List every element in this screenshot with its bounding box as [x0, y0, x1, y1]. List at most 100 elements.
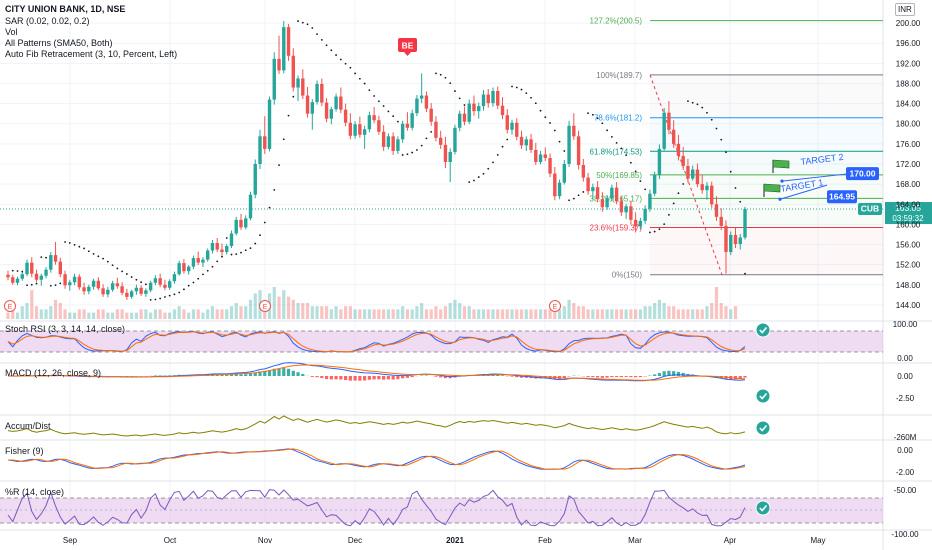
volume-bar: [286, 296, 291, 319]
volume-bar: [591, 309, 595, 319]
sar-dot: [416, 149, 418, 151]
volume-bar: [158, 309, 162, 319]
pane-tick-label: 0.00: [897, 372, 913, 381]
candle-body: [472, 103, 476, 112]
volume-bar: [662, 303, 666, 319]
volume-bar: [410, 309, 414, 319]
fib-zone: [650, 74, 883, 118]
indicator-patterns-label[interactable]: All Patterns (SMA50, Both): [5, 38, 113, 48]
sar-dot: [658, 228, 661, 231]
fib-level-label: 127.2%(200.5): [590, 17, 643, 26]
volume-bar: [667, 306, 671, 319]
sar-dot: [653, 230, 656, 233]
pane-tick-label: -100.00: [891, 530, 919, 539]
target1-arrow-line: [779, 184, 828, 200]
sar-dot: [259, 234, 261, 237]
macd-histogram-bar: [410, 376, 414, 378]
candle-body: [410, 113, 414, 128]
check-circle-icon: [755, 388, 771, 404]
sar-dot: [278, 164, 280, 167]
sar-dot: [382, 105, 385, 107]
sar-dot: [615, 141, 618, 144]
sar-dot: [606, 129, 609, 132]
currency-badge[interactable]: INR: [895, 3, 915, 16]
volume-bar: [515, 309, 519, 319]
candle-body: [553, 173, 557, 197]
volume-bar: [310, 306, 314, 319]
volume-bar: [144, 309, 148, 319]
indicator-panes: [7, 330, 747, 527]
target1-flag-icon: [763, 183, 781, 193]
volume-bar: [534, 309, 538, 319]
candle-body: [624, 206, 628, 213]
sar-dot: [591, 113, 594, 116]
time-tick-label: Dec: [348, 536, 362, 545]
macd-histogram-bar: [500, 375, 505, 376]
candle-body: [719, 216, 723, 226]
macd-histogram-bar: [225, 374, 229, 376]
pane-tick-label: -260M: [894, 433, 917, 442]
sar-dot: [634, 170, 637, 173]
volume-bar: [30, 290, 34, 319]
macd-histogram-bar: [286, 368, 291, 376]
candle-body: [738, 237, 742, 245]
volume-bar: [220, 309, 224, 319]
candle-body: [743, 209, 747, 238]
candle-body: [82, 287, 86, 292]
macd-histogram-bar: [615, 376, 619, 377]
candle-body: [20, 274, 24, 279]
volume-bar: [448, 303, 452, 319]
volume-bar: [610, 309, 614, 319]
indicator-fib-label[interactable]: Auto Fib Retracement (3, 10, Percent, Le…: [5, 49, 178, 59]
volume-bar: [634, 309, 638, 319]
fisher-title[interactable]: Fisher (9): [5, 446, 44, 456]
candle-body: [396, 139, 400, 151]
sar-dot: [140, 281, 143, 284]
macd-histogram-bar: [215, 374, 219, 376]
volume-bar: [629, 309, 633, 319]
sar-dot: [558, 140, 561, 143]
sar-dot: [335, 54, 337, 56]
sar-dot: [301, 21, 304, 24]
indicator-sar-label[interactable]: SAR (0.02, 0.02, 0.2): [5, 16, 90, 26]
candle-body: [310, 102, 315, 114]
candle-body: [381, 131, 386, 147]
volume-bar: [101, 309, 105, 319]
volume-bar: [553, 306, 557, 319]
volume-bar: [405, 309, 410, 319]
volume-bar: [343, 306, 348, 319]
sar-dot: [639, 180, 642, 183]
macd-histogram-bar: [676, 371, 681, 376]
sar-dot: [553, 129, 556, 132]
stoch-rsi-title[interactable]: Stoch RSI (3, 3, 14, 14, close): [5, 324, 126, 334]
macd-histogram-bar: [348, 376, 352, 381]
sar-dot: [706, 111, 708, 114]
sar-dot: [16, 270, 19, 272]
candle-body: [429, 108, 433, 122]
volume-bar: [334, 306, 338, 319]
candle-body: [605, 198, 609, 208]
candle-body: [148, 282, 153, 291]
sar-dot: [83, 247, 85, 250]
volume-bar: [206, 309, 210, 319]
sar-dot: [377, 100, 380, 103]
candlestick-series: [6, 21, 747, 300]
macd-histogram-bar: [229, 374, 234, 376]
accum-dist-title[interactable]: Accum/Dist: [5, 421, 51, 431]
earnings-icon-letter: E: [553, 304, 558, 311]
macd-histogram-bar: [310, 376, 314, 377]
volume-bar: [196, 309, 200, 319]
indicator-vol-label[interactable]: Vol: [5, 27, 18, 37]
volume-bar: [424, 309, 429, 319]
volume-bar: [234, 303, 238, 319]
williams-r-title[interactable]: %R (14, close): [5, 487, 65, 497]
macd-histogram-bar: [386, 376, 390, 380]
macd-title[interactable]: MACD (12, 26, close, 9): [5, 368, 102, 378]
fib-level-label: 0%(150): [612, 271, 643, 280]
sar-dot: [520, 88, 523, 91]
candle-body: [39, 275, 43, 280]
volume-bar: [596, 309, 600, 319]
macd-histogram-bar: [291, 370, 295, 376]
candle-body: [491, 91, 495, 104]
